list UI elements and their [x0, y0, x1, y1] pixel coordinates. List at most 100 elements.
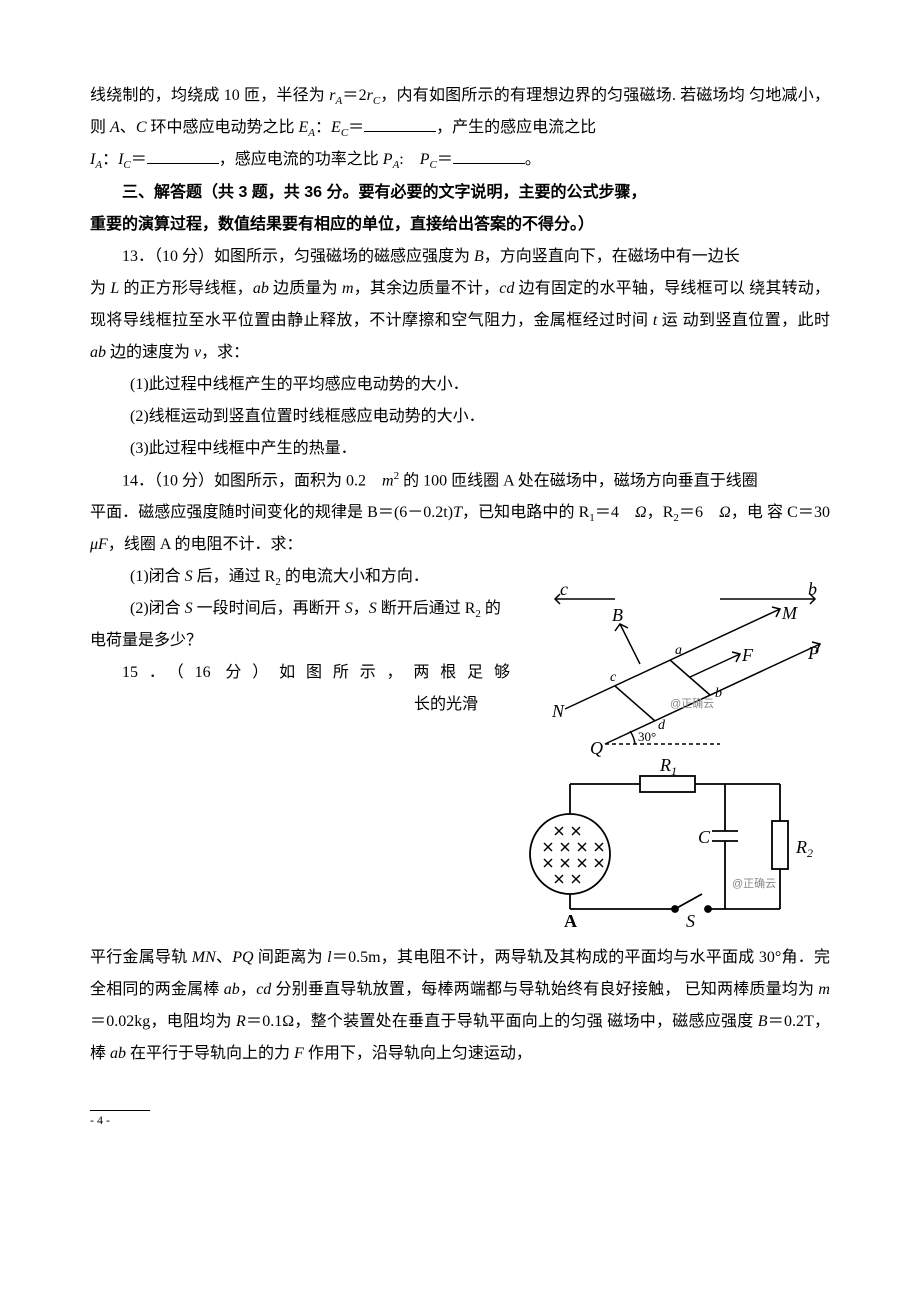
label-A: A	[564, 911, 577, 931]
text: ＝6	[679, 504, 719, 521]
var-cd: cd	[256, 981, 271, 998]
page-number: - 4 -	[90, 1113, 830, 1128]
var-EA: E	[299, 119, 309, 136]
text: 线绕制的，均绕成 10 匝，半径为	[90, 87, 329, 104]
q13-body: 为 L 的正方形导线框，ab 边质量为 m，其余边质量不计，cd 边有固定的水平…	[90, 273, 830, 369]
sub: C	[123, 160, 130, 172]
q12-continuation: 线绕制的，均绕成 10 匝，半径为 rA＝2rC，内有如图所示的有理想边界的匀强…	[90, 80, 830, 177]
text: 断开后通过 R	[377, 600, 476, 617]
var-EC: E	[331, 119, 341, 136]
text: 的	[481, 600, 501, 617]
text: 为	[90, 280, 110, 297]
text: ＝0.5m，其电阻不计，两导轨及其构成的平面均与水平面成	[332, 949, 755, 966]
text: 一段时间后，再断开	[193, 600, 345, 617]
text: 14．（10 分）如图所示，面积为 0.2	[122, 472, 382, 489]
svg-text:a: a	[675, 643, 682, 658]
text: ＝0.02kg，电阻均为	[90, 1013, 236, 1030]
var-cd: cd	[499, 280, 514, 297]
label-R2: R2	[795, 837, 813, 860]
fill-blank-3[interactable]	[453, 147, 525, 164]
var-C: C	[136, 119, 147, 136]
q14: 14．（10 分）如图所示，面积为 0.2 m2 的 100 匝线圈 A 处在磁…	[90, 465, 830, 497]
q14-body: 平面．磁感应强度随时间变化的规律是 B＝(6－0.2t)T，已知电路中的 R1＝…	[90, 497, 830, 561]
sep: 、	[120, 119, 136, 136]
figure-inclined-rails: a b c d c b M	[520, 569, 830, 759]
var-PA: P	[383, 151, 393, 168]
label-P: P	[807, 643, 819, 663]
text: ，	[240, 981, 256, 998]
var-PC: P	[420, 151, 430, 168]
var-ab: ab	[110, 1045, 126, 1062]
text: 间距离为	[254, 949, 328, 966]
unit-m: m	[382, 472, 394, 489]
eq: ＝	[348, 119, 364, 136]
section-3-heading-l1: 三、解答题（共 3 题，共 36 分。要有必要的文字说明，主要的公式步骤，	[90, 177, 830, 209]
var-F: F	[294, 1045, 304, 1062]
svg-text:b: b	[715, 686, 722, 701]
text: ，求：	[201, 344, 249, 361]
figure-group: a b c d c b M	[520, 569, 830, 934]
sub: C	[430, 160, 437, 172]
text: ＝2	[342, 87, 366, 104]
text: 后，通过 R	[193, 568, 276, 585]
var-B: B	[758, 1013, 768, 1030]
text: 容 C＝30	[767, 504, 830, 521]
figure-circuit: R1 C R2 A S @正确云	[520, 759, 830, 934]
var-R: R	[236, 1013, 246, 1030]
footer-rule	[90, 1110, 150, 1111]
var-MN: MN	[192, 949, 216, 966]
var-ab: ab	[224, 981, 240, 998]
unit-ohm: Ω	[719, 504, 731, 521]
colon: :	[399, 151, 419, 168]
text: 磁场中，磁感应强度	[607, 1013, 757, 1030]
text: 已知两棒质量均为	[685, 981, 819, 998]
text: 长的光滑	[414, 696, 478, 713]
text: ，感应电流的功率之比	[219, 151, 383, 168]
page: 线绕制的，均绕成 10 匝，半径为 rA＝2rC，内有如图所示的有理想边界的匀强…	[0, 0, 920, 1168]
text: 边的速度为	[106, 344, 194, 361]
watermark: @正确云	[670, 697, 714, 710]
svg-text:d: d	[658, 718, 666, 733]
text: 在平行于导轨向上的力	[126, 1045, 294, 1062]
var-S: S	[185, 568, 193, 585]
var-ab: ab	[253, 280, 269, 297]
text: 的正方形导线框，	[119, 280, 253, 297]
label-c: c	[560, 579, 568, 599]
text: (1)闭合	[130, 568, 185, 585]
eq: ＝	[437, 151, 453, 168]
var-S: S	[185, 600, 193, 617]
unit-ohm: Ω	[635, 504, 647, 521]
text: 分别垂直导轨放置，每棒两端都与导轨始终有良好接触，	[271, 981, 680, 998]
text: 。	[525, 151, 541, 168]
q15-body: 平行金属导轨 MN、PQ 间距离为 l＝0.5m，其电阻不计，两导轨及其构成的平…	[90, 942, 830, 1070]
watermark: @正确云	[732, 877, 776, 890]
var-ab: ab	[90, 344, 106, 361]
text: ＝4	[595, 504, 635, 521]
var-S: S	[369, 600, 377, 617]
label-S: S	[686, 911, 695, 931]
q13-sub2: (2)线框运动到竖直位置时线框感应电动势的大小．	[90, 401, 830, 433]
label-Q: Q	[590, 738, 603, 758]
fill-blank-2[interactable]	[147, 147, 219, 164]
label-angle: 30°	[638, 729, 656, 744]
sub: A	[308, 127, 315, 139]
sep: 、	[216, 949, 233, 966]
label-B: B	[612, 605, 623, 625]
text: ，已知电路中的 R	[462, 504, 589, 521]
var-PQ: PQ	[232, 949, 253, 966]
text: ，线圈 A 的电阻不计．求：	[108, 536, 303, 553]
eq: ＝	[131, 151, 147, 168]
text: 动到竖直位置，此时	[683, 312, 830, 329]
label-N: N	[551, 701, 565, 721]
var-A: A	[110, 119, 120, 136]
text: 边有固定的水平轴，导线框可以	[514, 280, 745, 297]
text: ＝0.1Ω，整个装置处在垂直于导轨平面向上的匀强	[246, 1013, 603, 1030]
colon: ：	[315, 119, 331, 136]
var-S: S	[345, 600, 353, 617]
text: ，内有如图所示的有理想边界的匀强磁场. 若磁场均	[380, 87, 745, 104]
text: 作用下，沿导轨向上匀速运动，	[304, 1045, 532, 1062]
text: ，方向竖直向下，在磁场中有一边长	[484, 248, 740, 265]
text: 平行金属导轨	[90, 949, 192, 966]
fill-blank-1[interactable]	[364, 115, 436, 132]
text: ，电	[731, 504, 763, 521]
